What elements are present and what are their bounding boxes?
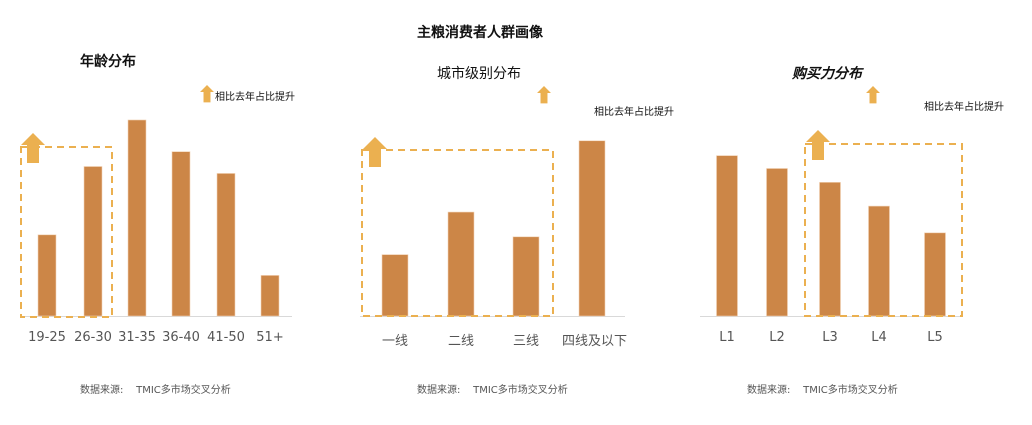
- highlight-box: [20, 146, 113, 318]
- bar-19-25: [37, 234, 57, 317]
- legend-up-arrow-icon: [537, 86, 551, 104]
- city-source: 数据来源: TMIC多市场交叉分析: [417, 381, 568, 396]
- x-tick-label: L2: [769, 330, 785, 345]
- bar-一线: [381, 254, 409, 317]
- source-value: TMIC多市场交叉分析: [473, 385, 568, 396]
- bar-L4: [868, 205, 890, 317]
- x-tick-label: 51+: [256, 330, 284, 345]
- bar-L1: [716, 155, 738, 317]
- up-arrow-icon: [21, 133, 45, 163]
- bar-41-50: [216, 173, 236, 317]
- bar-L2: [766, 168, 788, 317]
- highlight-box: [361, 149, 554, 317]
- source-value: TMIC多市场交叉分析: [136, 385, 231, 396]
- x-tick-label: 一线: [381, 334, 408, 349]
- x-tick-label: 19-25: [28, 330, 66, 345]
- age-chart-title: 年龄分布: [80, 54, 136, 70]
- city-legend-label: 相比去年占比提升: [594, 107, 674, 118]
- bar-L3: [819, 182, 841, 317]
- bar-31-35: [127, 119, 147, 317]
- bar-26-30: [83, 166, 103, 317]
- source-label: 数据来源:: [747, 385, 791, 396]
- source-label: 数据来源:: [80, 385, 124, 396]
- x-tick-label: 二线: [447, 334, 474, 349]
- bar-三线: [512, 236, 540, 317]
- bar-L5: [924, 232, 946, 317]
- age-legend-label: 相比去年占比提升: [215, 92, 295, 103]
- legend-up-arrow-icon: [866, 86, 880, 104]
- x-tick-label: L1: [719, 330, 735, 345]
- up-arrow-icon: [363, 137, 387, 167]
- source-value: TMIC多市场交叉分析: [803, 385, 898, 396]
- bar-二线: [447, 211, 475, 317]
- legend-up-arrow-icon: [200, 85, 214, 103]
- x-tick-label: 四线及以下: [562, 334, 628, 349]
- source-label: 数据来源:: [417, 385, 461, 396]
- bar-51+: [260, 275, 280, 317]
- x-tick-label: L3: [822, 330, 838, 345]
- power-chart-title: 购买力分布: [792, 66, 862, 82]
- x-tick-label: 31-35: [118, 330, 156, 345]
- x-tick-label: 41-50: [207, 330, 245, 345]
- x-tick-label: L4: [871, 330, 887, 345]
- main-title: 主粮消费者人群画像: [417, 25, 543, 41]
- city-chart-title: 城市级别分布: [437, 66, 521, 82]
- bar-四线及以下: [578, 140, 606, 317]
- age-source: 数据来源: TMIC多市场交叉分析: [80, 381, 231, 396]
- bar-36-40: [171, 151, 191, 317]
- x-tick-label: 36-40: [162, 330, 200, 345]
- power-source: 数据来源: TMIC多市场交叉分析: [747, 381, 898, 396]
- x-tick-label: L5: [927, 330, 943, 345]
- power-legend-label: 相比去年占比提升: [924, 102, 1004, 113]
- x-tick-label: 三线: [512, 334, 539, 349]
- highlight-box: [804, 143, 963, 317]
- x-tick-label: 26-30: [74, 330, 112, 345]
- up-arrow-icon: [806, 130, 830, 160]
